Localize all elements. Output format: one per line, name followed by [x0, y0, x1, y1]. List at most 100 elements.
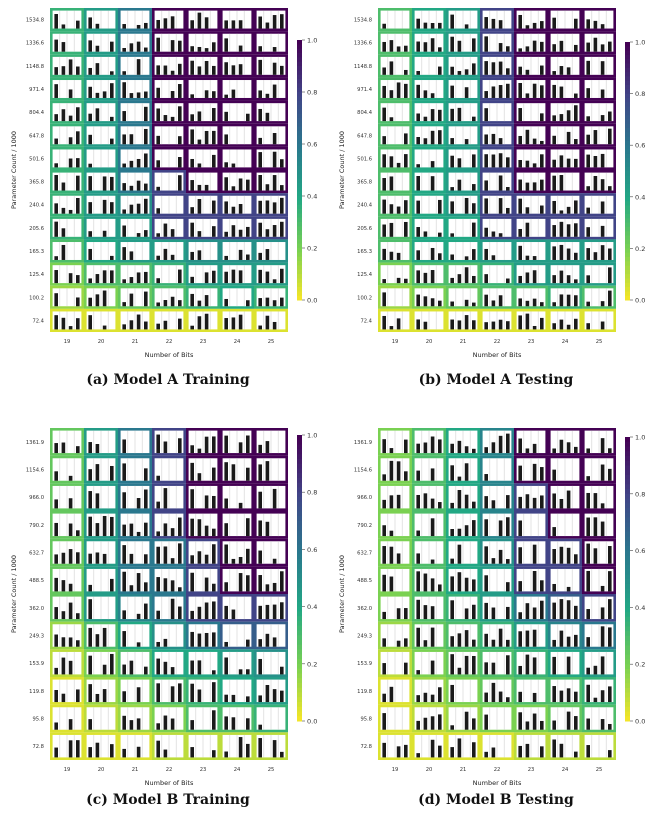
cell-mini-bar — [265, 684, 270, 703]
cell-mini-bar — [404, 744, 408, 758]
cell-mini-bar — [574, 716, 578, 730]
cell-mini-bar — [450, 85, 454, 98]
cell-mini-bar — [224, 298, 228, 307]
cell-mini-bar — [102, 689, 107, 703]
cell-mini-bar — [404, 471, 408, 481]
cell-mini-bar — [430, 716, 435, 730]
cell-mini-bar — [457, 320, 462, 330]
cell-mini-bar — [518, 496, 522, 509]
heatmap-cell — [480, 511, 514, 539]
cell-mini-bar — [156, 577, 160, 592]
cell-mini-bar — [532, 463, 537, 481]
cell-mini-bar — [170, 254, 175, 260]
cell-mini-bar — [506, 207, 510, 214]
heatmap-cell — [50, 285, 84, 309]
heatmap-cell — [50, 511, 84, 539]
cell-mini-bar — [416, 164, 420, 168]
y-tick-label: 632.7 — [29, 551, 44, 557]
cell-mini-bar — [559, 66, 564, 75]
cell-mini-bar — [450, 725, 454, 730]
cell-mini-bar — [389, 90, 394, 98]
cell-mini-bar — [464, 87, 469, 98]
cell-mini-bar — [272, 202, 277, 214]
colorbar-segment — [625, 183, 630, 189]
cell-mini-bar — [525, 69, 530, 75]
cell-mini-bar — [574, 252, 578, 260]
cell-mini-bar — [224, 255, 228, 260]
cell-mini-bar — [224, 605, 228, 620]
cell-mini-bar — [430, 498, 435, 509]
cell-mini-bar — [518, 179, 522, 191]
y-tick-label: 1361.9 — [354, 440, 372, 446]
colorbar-segment — [297, 131, 302, 136]
colorbar-segment — [297, 213, 302, 219]
cell-mini-bar — [540, 600, 544, 620]
y-axis-label: Parameter Count / 1000 — [10, 131, 18, 209]
heatmap-cell — [118, 193, 152, 217]
x-tick-label: 19 — [64, 339, 71, 345]
colorbar-segment — [297, 40, 302, 45]
colorbar-segment — [625, 508, 630, 514]
cell-mini-bar — [389, 222, 394, 237]
cell-mini-bar — [404, 133, 408, 145]
cell-mini-bar — [586, 718, 590, 730]
cell-mini-bar — [430, 176, 435, 191]
cell-mini-bar — [136, 573, 141, 592]
cell-mini-bar — [54, 689, 58, 703]
colorbar-segment — [297, 678, 302, 684]
cell-mini-bar — [238, 556, 243, 564]
cell-mini-bar — [586, 227, 590, 237]
cell-mini-bar — [559, 244, 564, 260]
cell-mini-bar — [457, 274, 462, 284]
cell-mini-bar — [552, 17, 556, 29]
cell-mini-bar — [258, 46, 262, 52]
cell-mini-bar — [484, 180, 488, 191]
cell-mini-bar — [95, 108, 100, 122]
cell-mini-bar — [156, 160, 160, 168]
cell-mini-bar — [129, 204, 134, 214]
cell-mini-bar — [136, 24, 141, 29]
cell-mini-bar — [525, 313, 530, 330]
cell-mini-bar — [430, 109, 435, 122]
colorbar-segment — [625, 522, 630, 528]
heatmap-cell — [548, 8, 582, 32]
heatmap-cell — [186, 31, 220, 55]
cell-mini-bar — [382, 154, 386, 168]
colorbar-segment — [625, 265, 630, 271]
cell-mini-bar — [238, 229, 243, 237]
cell-mini-bar — [608, 290, 612, 307]
cell-mini-bar — [566, 586, 571, 592]
heatmap-cell — [84, 77, 118, 101]
cell-mini-bar — [566, 224, 571, 237]
cell-mini-bar — [265, 461, 270, 481]
colorbar-segment — [625, 531, 630, 537]
cell-mini-bar — [204, 17, 209, 29]
colorbar-segment — [625, 252, 630, 258]
cell-mini-bar — [586, 19, 590, 29]
heatmap-cell — [480, 216, 514, 240]
cell-mini-bar — [389, 40, 394, 52]
colorbar-segment — [297, 539, 302, 546]
heatmap-cell — [220, 704, 254, 733]
cell-mini-bar — [246, 718, 250, 730]
colorbar-tick-label: 0.8 — [635, 490, 645, 498]
colorbar-segment — [625, 295, 630, 301]
cell-mini-bar — [450, 36, 454, 52]
colorbar-segment — [297, 582, 302, 589]
cell-mini-bar — [416, 720, 420, 730]
cell-mini-bar — [586, 476, 590, 481]
cell-mini-bar — [457, 179, 462, 191]
heatmap-cell — [378, 428, 412, 456]
cell-mini-bar — [265, 93, 270, 98]
cell-mini-bar — [586, 154, 590, 168]
cell-mini-bar — [586, 492, 590, 509]
cell-mini-bar — [450, 443, 454, 454]
x-tick-label: 23 — [528, 767, 535, 773]
cell-mini-bar — [224, 582, 228, 592]
colorbar-segment — [297, 243, 302, 249]
heatmap-cell — [480, 193, 514, 217]
heatmap-cell — [446, 31, 480, 55]
cell-mini-bar — [190, 489, 194, 509]
colorbar-segment — [297, 573, 302, 579]
heatmap-cell — [582, 193, 616, 217]
